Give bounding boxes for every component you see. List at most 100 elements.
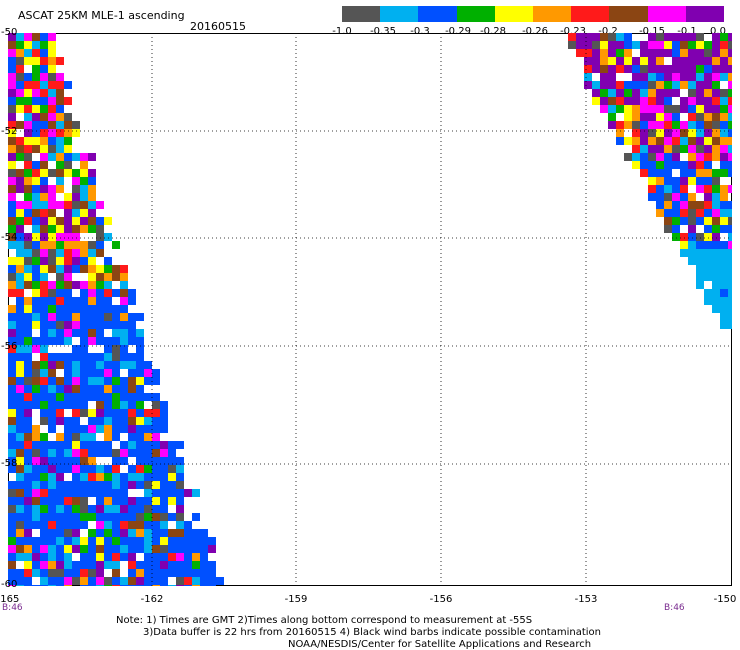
- data-pixel: [96, 313, 104, 321]
- data-pixel: [64, 209, 72, 217]
- data-pixel: [8, 369, 16, 377]
- data-pixel: [56, 401, 64, 409]
- data-pixel: [680, 97, 688, 105]
- data-pixel: [24, 545, 32, 553]
- data-pixel: [72, 201, 80, 209]
- data-pixel: [24, 129, 32, 137]
- data-pixel: [112, 345, 120, 353]
- data-pixel: [672, 217, 680, 225]
- data-pixel: [128, 481, 136, 489]
- data-pixel: [56, 137, 64, 145]
- data-pixel: [672, 225, 680, 233]
- data-pixel: [80, 169, 88, 177]
- data-pixel: [56, 417, 64, 425]
- data-pixel: [600, 73, 608, 81]
- data-pixel: [696, 41, 704, 49]
- data-pixel: [104, 233, 112, 241]
- data-pixel: [48, 49, 56, 57]
- y-tick-label: -50: [1, 27, 18, 38]
- data-pixel: [88, 505, 96, 513]
- data-pixel: [720, 201, 728, 209]
- data-pixel: [80, 505, 88, 513]
- data-pixel: [8, 529, 16, 537]
- data-pixel: [688, 97, 696, 105]
- data-pixel: [56, 153, 64, 161]
- data-pixel: [720, 241, 728, 249]
- data-pixel: [80, 305, 88, 313]
- data-pixel: [704, 97, 712, 105]
- data-pixel: [704, 73, 712, 81]
- data-pixel: [144, 537, 152, 545]
- data-pixel: [128, 553, 136, 561]
- data-pixel: [104, 313, 112, 321]
- data-pixel: [8, 97, 16, 105]
- data-pixel: [8, 41, 16, 49]
- data-pixel: [40, 401, 48, 409]
- data-pixel: [104, 441, 112, 449]
- data-pixel: [48, 225, 56, 233]
- data-pixel: [144, 425, 152, 433]
- data-pixel: [16, 297, 24, 305]
- data-pixel: [712, 209, 720, 217]
- data-pixel: [104, 561, 112, 569]
- data-pixel: [720, 185, 728, 193]
- data-pixel: [664, 129, 672, 137]
- data-pixel: [128, 401, 136, 409]
- data-pixel: [16, 105, 24, 113]
- data-pixel: [136, 505, 144, 513]
- data-pixel: [184, 521, 192, 529]
- data-pixel: [64, 521, 72, 529]
- data-pixel: [16, 545, 24, 553]
- data-pixel: [728, 33, 732, 41]
- data-pixel: [152, 417, 160, 425]
- data-pixel: [704, 105, 712, 113]
- colorbar-tick-label: -0.28: [480, 26, 506, 37]
- data-pixel: [664, 97, 672, 105]
- data-pixel: [728, 273, 732, 281]
- data-pixel: [680, 185, 688, 193]
- data-pixel: [40, 265, 48, 273]
- data-pixel: [656, 161, 664, 169]
- data-pixel: [48, 409, 56, 417]
- data-pixel: [168, 553, 176, 561]
- data-pixel: [96, 561, 104, 569]
- data-pixel: [176, 585, 184, 586]
- data-pixel: [40, 577, 48, 585]
- data-pixel: [120, 265, 128, 273]
- data-pixel: [72, 265, 80, 273]
- data-pixel: [696, 137, 704, 145]
- data-pixel: [104, 385, 112, 393]
- data-pixel: [40, 153, 48, 161]
- data-pixel: [24, 401, 32, 409]
- data-pixel: [8, 65, 16, 73]
- data-pixel: [112, 449, 120, 457]
- data-pixel: [624, 89, 632, 97]
- data-pixel: [8, 537, 16, 545]
- data-pixel: [128, 441, 136, 449]
- data-pixel: [104, 577, 112, 585]
- data-pixel: [696, 129, 704, 137]
- data-pixel: [16, 329, 24, 337]
- data-pixel: [152, 553, 160, 561]
- data-pixel: [680, 33, 688, 41]
- data-pixel: [72, 345, 80, 353]
- data-pixel: [24, 193, 32, 201]
- data-pixel: [128, 361, 136, 369]
- data-pixel: [624, 153, 632, 161]
- data-pixel: [120, 553, 128, 561]
- data-pixel: [176, 497, 184, 505]
- data-pixel: [648, 161, 656, 169]
- data-pixel: [704, 225, 712, 233]
- data-pixel: [24, 305, 32, 313]
- data-pixel: [24, 145, 32, 153]
- data-pixel: [40, 537, 48, 545]
- data-pixel: [728, 49, 732, 57]
- data-pixel: [48, 521, 56, 529]
- data-pixel: [608, 73, 616, 81]
- data-pixel: [200, 569, 208, 577]
- data-pixel: [720, 249, 728, 257]
- data-pixel: [72, 209, 80, 217]
- data-pixel: [32, 201, 40, 209]
- data-pixel: [64, 425, 72, 433]
- data-pixel: [640, 161, 648, 169]
